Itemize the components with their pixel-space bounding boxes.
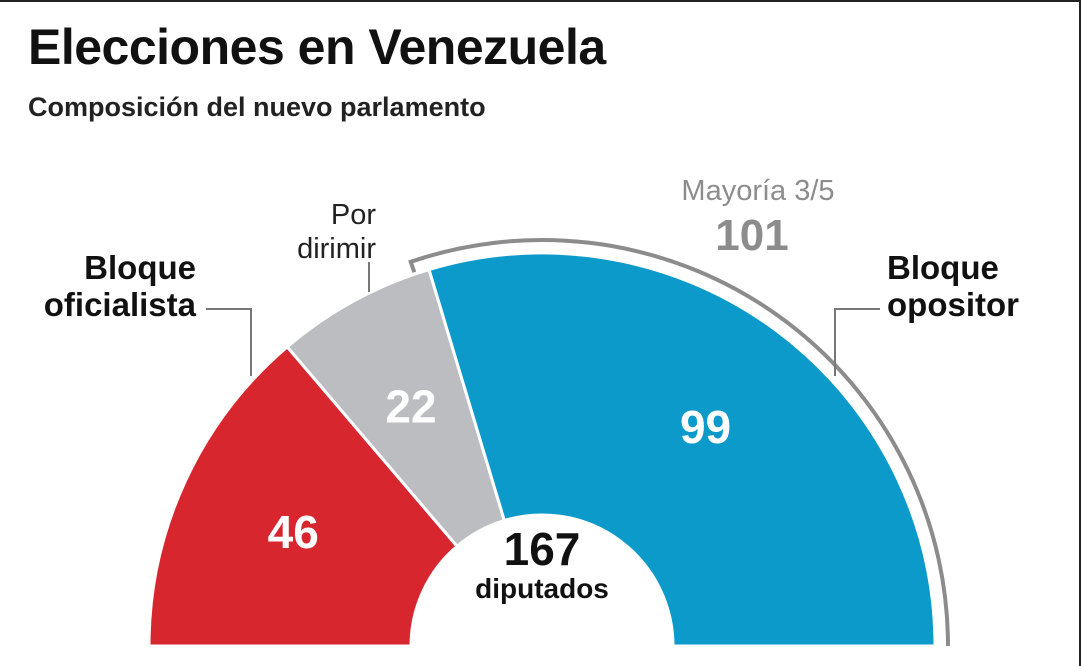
majority-bracket — [408, 238, 950, 647]
right-border — [1079, 0, 1081, 666]
category-label-por-dirimir: Por dirimir — [297, 199, 376, 265]
value-label-por-dirimir: 22 — [385, 380, 436, 432]
labels: 46 22 99 Mayoría 3/5 101 Bloque oficialista Por… — [44, 175, 1019, 558]
majority-value: 101 — [715, 211, 788, 260]
value-label-bloque-oficialista: 46 — [268, 506, 319, 558]
total-caption: diputados — [475, 573, 609, 604]
leader-line-bloque-oficialista — [206, 308, 252, 376]
slice-bloque-oficialista — [147, 344, 460, 648]
majority-label: Mayoría 3/5 — [681, 175, 834, 207]
top-border — [0, 0, 1081, 2]
chart-subtitle: Composición del nuevo parlamento — [28, 92, 486, 122]
category-label-bloque-opositor: Bloque opositor — [887, 249, 1019, 323]
slices — [147, 251, 937, 648]
leader-line-bloque-opositor — [834, 308, 880, 376]
chart-title: Elecciones en Venezuela — [28, 19, 606, 75]
leader-lines — [206, 238, 950, 647]
value-label-bloque-opositor: 99 — [680, 401, 731, 453]
category-label-bloque-oficialista: Bloque oficialista — [44, 249, 197, 323]
slice-bloque-opositor — [427, 251, 937, 648]
total-value: 167 — [504, 523, 581, 575]
